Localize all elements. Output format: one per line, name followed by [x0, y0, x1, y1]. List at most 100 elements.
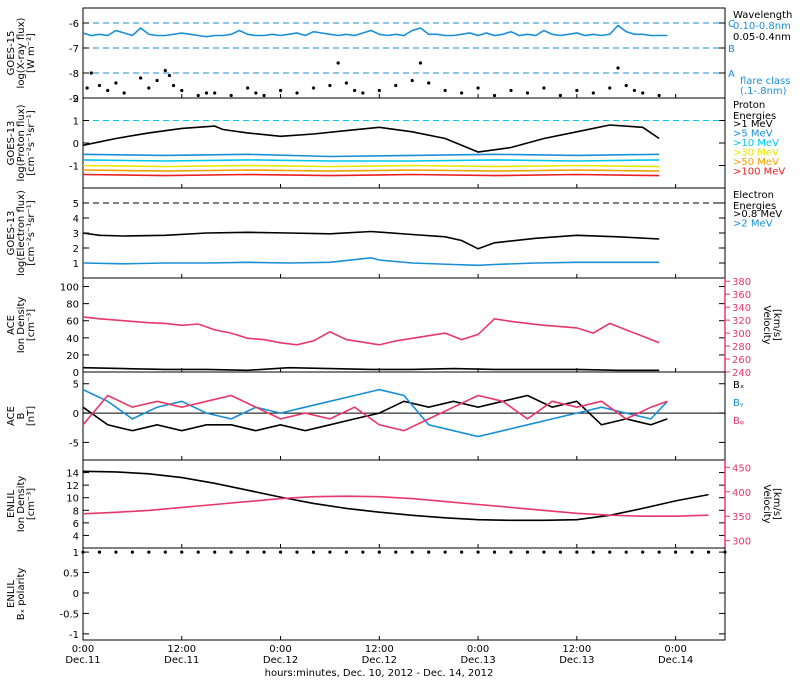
data-point-0-05-0-4nm	[262, 93, 266, 98]
y-tick-label: 0	[73, 139, 79, 150]
data-point-Bx-polarity	[196, 550, 200, 554]
legend-entry: >100 MeV	[733, 167, 785, 178]
data-point-0-05-0-4nm	[122, 91, 126, 95]
panel-frame	[82, 459, 726, 549]
data-point-Bx-polarity	[361, 550, 365, 554]
data-point-Bx-polarity	[476, 550, 480, 554]
data-point-Bx-polarity	[608, 550, 612, 554]
data-point-Bx-polarity	[558, 550, 562, 554]
y-tick-label: 0.5	[63, 569, 79, 580]
y-axis-label: Bₓ polarity	[16, 568, 27, 621]
y-tick-label: 1	[73, 548, 79, 559]
y-axis-label: [cm⁻²s⁻¹sr⁻¹]	[26, 110, 37, 176]
y-right-tick-label: 450	[732, 463, 751, 474]
flare-class-label-C: C	[728, 19, 735, 30]
y-tick-label: 3	[73, 229, 79, 240]
data-point-Bx-polarity	[410, 550, 414, 554]
flare-class-label-A: A	[728, 69, 735, 80]
series-line--2-MeV	[82, 256, 660, 267]
y-axis-label: B	[16, 412, 27, 419]
y-right-tick-label: 400	[732, 488, 751, 499]
legend-entry: Proton	[733, 100, 765, 111]
y-right-tick-label: 350	[732, 512, 751, 523]
series-line--100-MeV	[82, 173, 660, 177]
panel-electron: 5 4 3 2 1 GOES-13 log(Electron flux) [cm⁻²s⁻¹sr…	[6, 187, 782, 279]
data-point-Bx-polarity	[575, 550, 579, 554]
y-axis-label: Ion Density	[16, 476, 27, 533]
data-point-0-05-0-4nm	[278, 88, 283, 93]
y-right-tick-label: 300	[732, 329, 751, 340]
data-point-0-05-0-4nm	[427, 81, 431, 85]
data-point-0-05-0-4nm	[114, 81, 118, 85]
data-point-Bx-polarity	[114, 550, 118, 554]
data-point-Bx-polarity	[311, 550, 316, 554]
y-axis-label: log(Proton flux)	[16, 104, 27, 181]
data-point-0-05-0-4nm	[558, 93, 562, 98]
x-tick-label: 0:00	[269, 644, 291, 655]
y-right-axis-label: [km/s]	[771, 488, 782, 520]
y-axis-label: ACE	[6, 315, 17, 335]
y-tick-label: -6	[69, 19, 79, 30]
legend-entry: >1 MeV	[733, 119, 773, 130]
data-point-0-05-0-4nm	[476, 86, 480, 90]
panel-frame	[82, 7, 726, 99]
y-tick-label: 1	[73, 259, 79, 270]
data-point-Bx-polarity	[690, 550, 694, 554]
y-tick-label: 0	[73, 368, 79, 379]
data-point-0-05-0-4nm	[443, 88, 447, 93]
y-axis-label: GOES-13	[6, 211, 17, 256]
series-line-By	[82, 388, 668, 438]
data-point-Bx-polarity	[328, 550, 332, 554]
y-axis-label: Ion Density	[16, 297, 27, 354]
legend-entry: 0.10-0.8nm	[733, 21, 791, 32]
data-point-0-05-0-4nm	[394, 83, 398, 88]
data-point-Bx-polarity	[460, 550, 464, 554]
y-axis-label: [nT]	[26, 406, 37, 426]
data-point-Bx-polarity	[674, 550, 678, 554]
y-tick-label: 0	[73, 409, 79, 420]
data-point-Bx-polarity	[163, 550, 167, 554]
y-tick-label: -9	[69, 94, 79, 105]
y-tick-label: 2	[73, 94, 79, 105]
y-tick-label: 12	[66, 481, 79, 492]
x-tick-date-label: Dec.12	[263, 655, 298, 666]
y-axis-label: [cm⁻³]	[26, 309, 37, 341]
y-tick-label: 100	[60, 283, 79, 294]
legend-entry: Bₓ	[733, 380, 744, 391]
data-point-0-05-0-4nm	[542, 86, 546, 90]
data-point-0-05-0-4nm	[295, 91, 299, 95]
y-axis-label: [W m⁻²]	[26, 33, 37, 73]
y-axis-label: GOES-13	[6, 121, 17, 166]
y-tick-label: 2	[73, 244, 79, 255]
legend-entry: Energies	[733, 111, 776, 122]
data-point-0-05-0-4nm	[624, 83, 628, 88]
y-tick-label: -8	[69, 69, 79, 80]
y-tick-label: -0.5	[59, 609, 79, 620]
data-point-0-05-0-4nm	[418, 61, 423, 65]
legend-entry: >30 MeV	[733, 148, 779, 159]
y-tick-label: 10	[66, 494, 79, 505]
series-line-Bz	[82, 394, 668, 432]
y-right-tick-label: 300	[732, 537, 751, 548]
data-point-Bx-polarity	[377, 550, 381, 554]
legend-entry: Electron	[733, 190, 774, 201]
data-point-Bx-polarity	[723, 550, 727, 554]
x-tick-date-label: Dec.13	[460, 655, 495, 666]
data-point-Bx-polarity	[641, 550, 645, 554]
y-tick-label: 8	[73, 506, 79, 517]
y-tick-label: -1	[69, 162, 79, 173]
y-axis-label: ACE	[6, 406, 17, 426]
data-point-0-05-0-4nm	[213, 91, 217, 95]
panel-ace_plasma: 100 80 60 40 20 0 380 360 340 320 300 280 260 240 ACE I…	[6, 277, 782, 379]
data-point-Bx-polarity	[591, 550, 595, 554]
data-point-0-05-0-4nm	[204, 91, 209, 95]
data-point-0-05-0-4nm	[196, 93, 200, 98]
data-point-0-05-0-4nm	[460, 91, 464, 95]
panel-xray: C B A -6 -7 -8 -9 GOES-15 log(X-ray flux) [W m⁻²]…	[6, 7, 792, 105]
y-tick-label: 60	[66, 317, 79, 328]
data-point-0-05-0-4nm	[377, 88, 381, 93]
y-right-tick-label: 360	[732, 290, 751, 301]
series-line-Density	[82, 366, 660, 372]
x-tick-label: 0:00	[467, 644, 489, 655]
